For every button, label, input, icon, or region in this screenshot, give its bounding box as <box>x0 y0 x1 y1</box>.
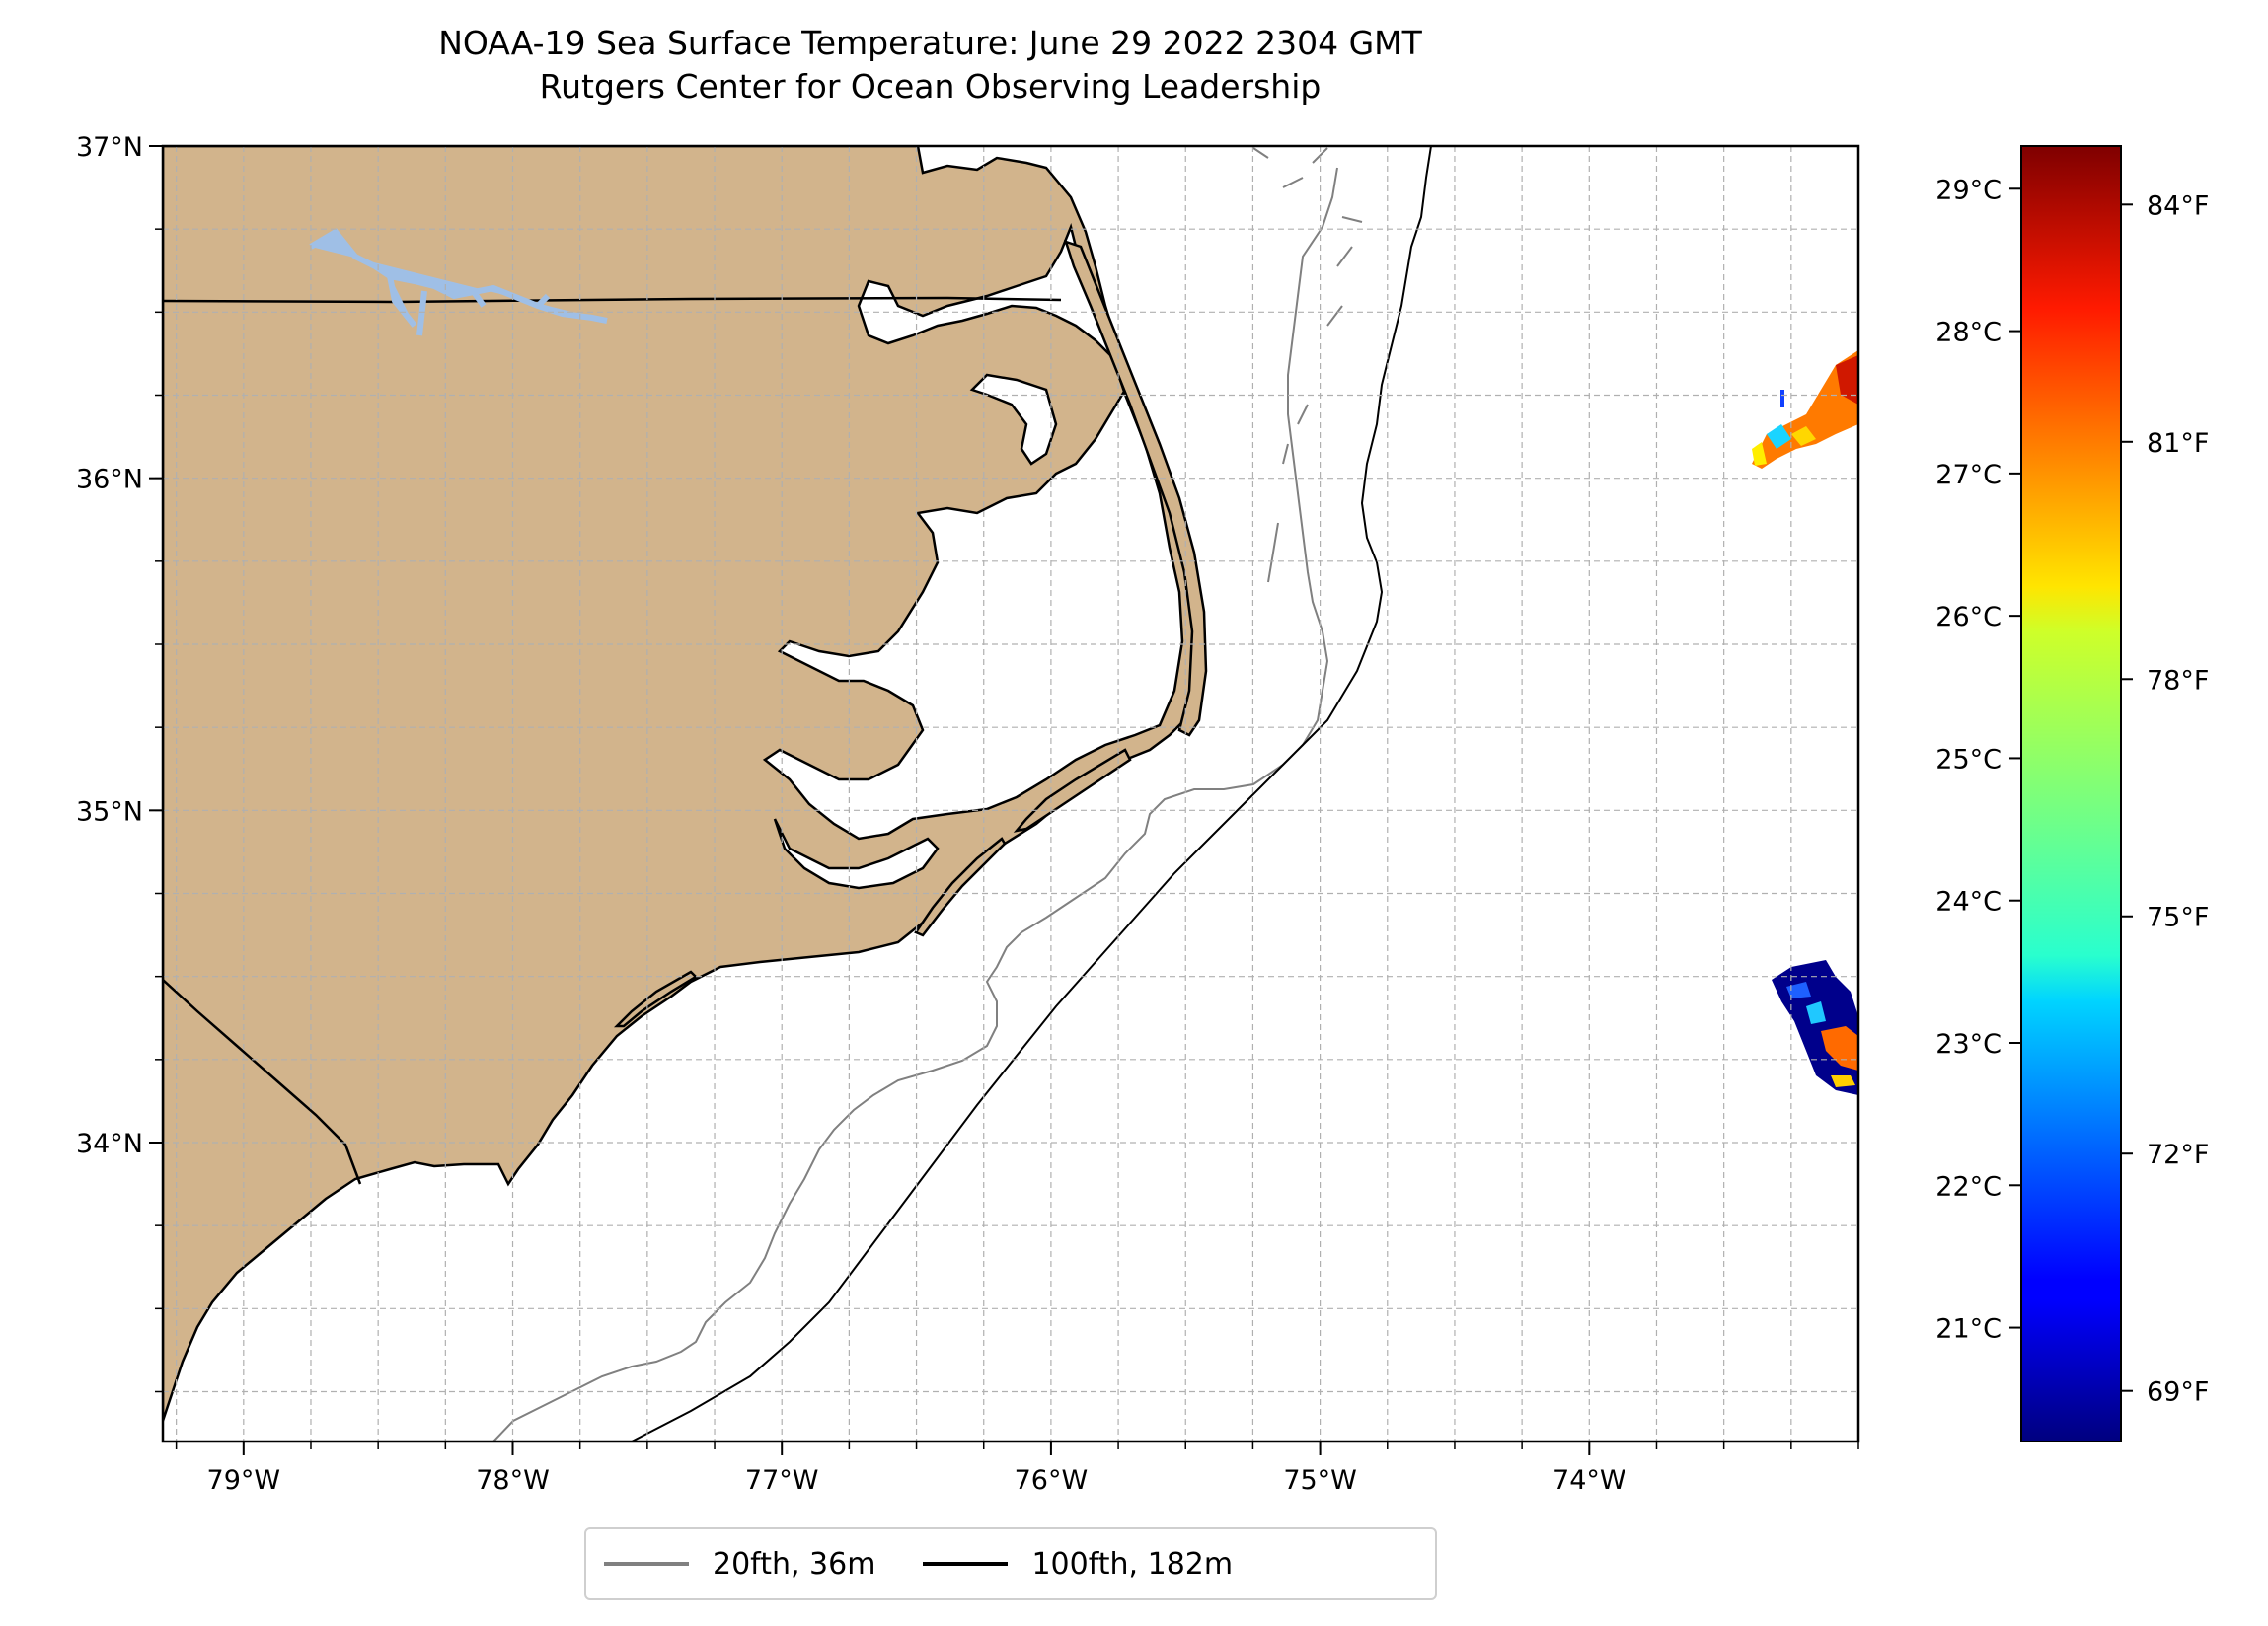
albemarle-sound-arm <box>969 373 1058 466</box>
colorbar-celsius-ticks: 29°C 28°C 27°C 26°C 25°C 24°C 23°C 22°C 21°C <box>1935 175 2021 1345</box>
core-banks <box>914 837 1007 937</box>
colorbar-fahrenheit-ticks: 84°F 81°F 78°F 75°F 72°F 69°F <box>2121 190 2209 1408</box>
legend-label-20fth: 20fth, 36m <box>713 1546 876 1582</box>
celsius-tick-label: 28°C <box>1935 318 2002 348</box>
va-nc-border <box>163 296 1062 304</box>
kerr-lake <box>309 228 608 336</box>
celsius-tick-label: 24°C <box>1935 887 2002 918</box>
lon-tick-label: 79°W <box>207 1465 281 1496</box>
fahrenheit-tick-label: 72°F <box>2147 1140 2209 1170</box>
fahrenheit-tick-label: 84°F <box>2147 190 2209 221</box>
legend: 20fth, 36m 100fth, 182m <box>584 1527 1437 1600</box>
lat-tick-label: 36°N <box>76 465 143 495</box>
map-title: NOAA-19 Sea Surface Temperature: June 29… <box>0 22 1860 109</box>
celsius-tick-label: 23°C <box>1935 1029 2002 1060</box>
sst-patch-north <box>1752 350 1858 469</box>
fahrenheit-tick-label: 78°F <box>2147 665 2209 696</box>
map-frame <box>161 144 1860 1443</box>
legend-swatch-black <box>923 1562 1009 1566</box>
lon-tick-label: 75°W <box>1283 1465 1357 1496</box>
lon-tick-label: 77°W <box>745 1465 819 1496</box>
legend-item-20fth: 20fth, 36m <box>586 1547 875 1582</box>
fahrenheit-tick-label: 69°F <box>2147 1377 2209 1408</box>
lon-tick-label: 76°W <box>1015 1465 1089 1496</box>
fahrenheit-tick-label: 75°F <box>2147 903 2209 933</box>
lon-tick-label: 78°W <box>476 1465 550 1496</box>
isobath-100fth <box>631 146 1432 1441</box>
albemarle-sound-arm-2 <box>773 818 940 890</box>
fahrenheit-tick-label: 81°F <box>2147 428 2209 459</box>
pamlico-sound <box>762 222 1184 841</box>
latitude-labels: 37°N 36°N 35°N 34°N <box>76 132 163 1159</box>
title-line-2: Rutgers Center for Ocean Observing Leade… <box>539 67 1322 106</box>
legend-item-100fth: 100fth, 182m <box>905 1547 1233 1582</box>
gridlines <box>163 145 1859 1441</box>
lon-tick-label: 74°W <box>1552 1465 1626 1496</box>
lat-tick-label: 35°N <box>76 796 143 827</box>
lat-tick-label: 34°N <box>76 1129 143 1159</box>
land-mass <box>163 146 1204 1422</box>
celsius-tick-label: 29°C <box>1935 175 2002 205</box>
lat-tick-label: 37°N <box>76 132 143 163</box>
colorbar <box>2020 145 2122 1442</box>
celsius-tick-label: 26°C <box>1935 602 2002 632</box>
legend-label-100fth: 100fth, 182m <box>1031 1546 1234 1582</box>
title-line-1: NOAA-19 Sea Surface Temperature: June 29… <box>438 24 1422 62</box>
celsius-tick-label: 27°C <box>1935 460 2002 490</box>
celsius-tick-label: 25°C <box>1935 744 2002 775</box>
isobath-20fth-shoals <box>1252 147 1363 583</box>
celsius-tick-label: 21°C <box>1935 1314 2002 1345</box>
sst-patch-south <box>1772 960 1858 1095</box>
bogue-banks <box>613 970 699 1028</box>
legend-swatch-grey <box>604 1562 689 1566</box>
celsius-tick-label: 22°C <box>1935 1171 2002 1202</box>
nc-sc-border <box>163 979 362 1185</box>
longitude-labels: 79°W 78°W 77°W 76°W 75°W 74°W <box>207 1441 1626 1496</box>
outer-banks-barrier <box>1064 240 1208 737</box>
